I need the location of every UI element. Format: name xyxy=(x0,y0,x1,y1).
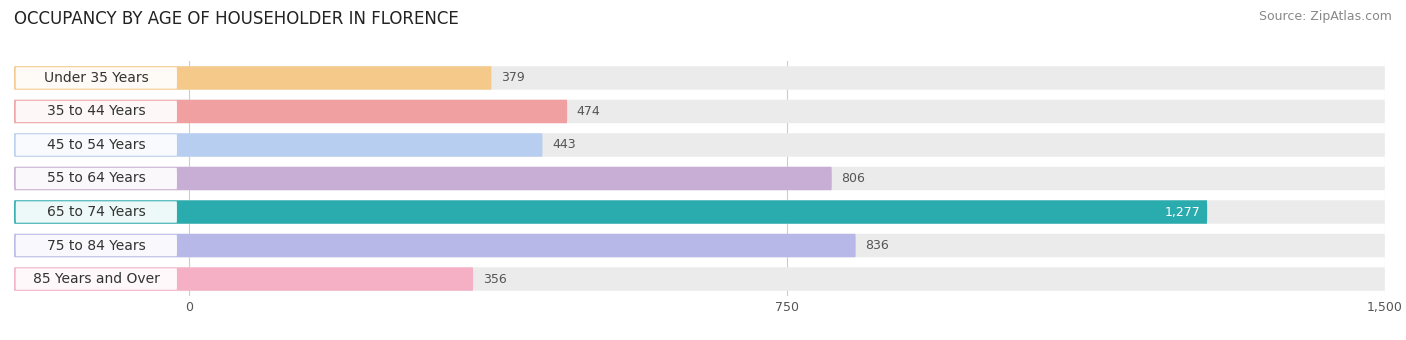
Text: 379: 379 xyxy=(501,71,524,84)
FancyBboxPatch shape xyxy=(15,101,177,122)
FancyBboxPatch shape xyxy=(15,268,177,290)
Text: OCCUPANCY BY AGE OF HOUSEHOLDER IN FLORENCE: OCCUPANCY BY AGE OF HOUSEHOLDER IN FLORE… xyxy=(14,10,458,28)
Text: 55 to 64 Years: 55 to 64 Years xyxy=(46,171,146,186)
Text: 474: 474 xyxy=(576,105,600,118)
FancyBboxPatch shape xyxy=(14,200,1208,224)
FancyBboxPatch shape xyxy=(15,201,177,223)
FancyBboxPatch shape xyxy=(14,234,1385,257)
Text: 806: 806 xyxy=(841,172,865,185)
Text: 65 to 74 Years: 65 to 74 Years xyxy=(46,205,146,219)
Text: Under 35 Years: Under 35 Years xyxy=(44,71,149,85)
FancyBboxPatch shape xyxy=(14,100,1385,123)
FancyBboxPatch shape xyxy=(14,167,1385,190)
FancyBboxPatch shape xyxy=(15,67,177,89)
Text: 356: 356 xyxy=(482,273,506,286)
Text: 75 to 84 Years: 75 to 84 Years xyxy=(46,239,146,253)
Text: 443: 443 xyxy=(553,138,575,152)
FancyBboxPatch shape xyxy=(14,267,1385,291)
Text: Source: ZipAtlas.com: Source: ZipAtlas.com xyxy=(1258,10,1392,23)
FancyBboxPatch shape xyxy=(15,235,177,256)
Text: 85 Years and Over: 85 Years and Over xyxy=(32,272,160,286)
Text: 45 to 54 Years: 45 to 54 Years xyxy=(46,138,146,152)
FancyBboxPatch shape xyxy=(14,100,567,123)
FancyBboxPatch shape xyxy=(14,167,832,190)
FancyBboxPatch shape xyxy=(15,168,177,189)
FancyBboxPatch shape xyxy=(15,134,177,156)
Text: 35 to 44 Years: 35 to 44 Years xyxy=(46,104,146,118)
FancyBboxPatch shape xyxy=(14,133,543,157)
Text: 1,277: 1,277 xyxy=(1166,205,1201,219)
FancyBboxPatch shape xyxy=(14,66,492,90)
Text: 836: 836 xyxy=(865,239,889,252)
FancyBboxPatch shape xyxy=(14,66,1385,90)
FancyBboxPatch shape xyxy=(14,267,474,291)
FancyBboxPatch shape xyxy=(14,133,1385,157)
FancyBboxPatch shape xyxy=(14,234,856,257)
FancyBboxPatch shape xyxy=(14,200,1385,224)
